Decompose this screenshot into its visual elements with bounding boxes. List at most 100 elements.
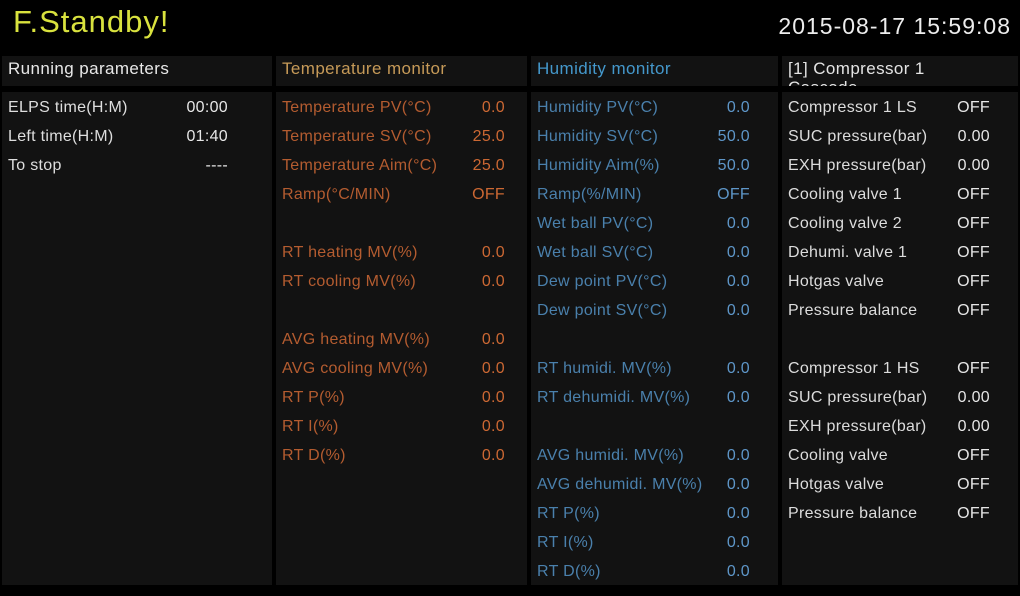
parameter-value: 0.0 xyxy=(726,446,750,464)
parameter-label: Ramp(°C/MIN) xyxy=(282,185,391,203)
parameter-row: Compressor 1 LS OFF xyxy=(782,93,1018,122)
parameter-row: To stop ---- xyxy=(2,151,272,180)
parameter-value: 0.00 xyxy=(957,127,990,145)
parameter-value: 0.0 xyxy=(481,243,505,261)
parameter-label: SUC pressure(bar) xyxy=(788,388,928,406)
parameter-value: 0.0 xyxy=(726,301,750,319)
parameter-label: Temperature Aim(°C) xyxy=(282,156,438,174)
parameter-label: Humidity PV(°C) xyxy=(537,98,659,116)
parameter-row: RT P(%) 0.0 xyxy=(531,499,778,528)
parameter-label: Humidity Aim(%) xyxy=(537,156,660,174)
parameter-value: 01:40 xyxy=(186,127,228,145)
parameter-label: EXH pressure(bar) xyxy=(788,417,927,435)
parameter-label: Compressor 1 HS xyxy=(788,359,920,377)
parameter-value: 0.0 xyxy=(726,272,750,290)
panel-header-temperature-monitor: Temperature monitor xyxy=(276,56,527,86)
parameter-row: Cooling valve 1 OFF xyxy=(782,180,1018,209)
parameter-label: RT dehumidi. MV(%) xyxy=(537,388,691,406)
parameter-value: 0.0 xyxy=(481,388,505,406)
parameter-value: OFF xyxy=(957,301,990,319)
parameter-row: SUC pressure(bar) 0.00 xyxy=(782,383,1018,412)
parameter-value: 0.0 xyxy=(726,359,750,377)
parameter-value: 0.0 xyxy=(726,475,750,493)
panel-body-temperature-monitor: Temperature PV(°C) 0.0 Temperature SV(°C) 2… xyxy=(276,92,527,585)
panel-title: Temperature monitor xyxy=(282,59,447,78)
parameter-value: 0.0 xyxy=(481,359,505,377)
parameter-row: RT dehumidi. MV(%) 0.0 xyxy=(531,383,778,412)
parameter-label: Temperature SV(°C) xyxy=(282,127,432,145)
panel-temperature-monitor: Temperature monitor Temperature PV(°C) 0.… xyxy=(276,56,527,585)
parameter-label: Temperature PV(°C) xyxy=(282,98,432,116)
parameter-row: Hotgas valve OFF xyxy=(782,470,1018,499)
parameter-row: EXH pressure(bar) 0.00 xyxy=(782,151,1018,180)
parameter-row: Pressure balance OFF xyxy=(782,296,1018,325)
parameter-value: 0.00 xyxy=(957,388,990,406)
parameter-value: 00:00 xyxy=(186,98,228,116)
parameter-label: Left time(H:M) xyxy=(8,127,114,145)
parameter-row: Pressure balance OFF xyxy=(782,499,1018,528)
parameter-value: 0.0 xyxy=(726,504,750,522)
parameter-value: 0.0 xyxy=(726,562,750,580)
panel-title: [1] Compressor 1 Cascade xyxy=(788,59,925,86)
spacer-row xyxy=(531,412,778,441)
parameter-label: Humidity SV(°C) xyxy=(537,127,659,145)
parameter-label: Pressure balance xyxy=(788,301,918,319)
parameter-row: RT P(%) 0.0 xyxy=(276,383,527,412)
spacer-row xyxy=(782,325,1018,354)
parameter-row: EXH pressure(bar) 0.00 xyxy=(782,412,1018,441)
parameter-row: Ramp(°C/MIN) OFF xyxy=(276,180,527,209)
parameter-row: Dehumi. valve 1 OFF xyxy=(782,238,1018,267)
parameter-row: ELPS time(H:M) 00:00 xyxy=(2,93,272,122)
parameter-row: RT D(%) 0.0 xyxy=(276,441,527,470)
parameter-row: Hotgas valve OFF xyxy=(782,267,1018,296)
parameter-value: 0.0 xyxy=(481,272,505,290)
panel-header-compressor-1-cascade: [1] Compressor 1 Cascade xyxy=(782,56,1018,86)
parameter-row: Dew point SV(°C) 0.0 xyxy=(531,296,778,325)
parameter-value: OFF xyxy=(957,272,990,290)
parameter-label: Dehumi. valve 1 xyxy=(788,243,908,261)
parameter-label: Ramp(%/MIN) xyxy=(537,185,642,203)
parameter-label: RT P(%) xyxy=(537,504,600,522)
parameter-label: RT humidi. MV(%) xyxy=(537,359,672,377)
parameter-label: ELPS time(H:M) xyxy=(8,98,128,116)
parameter-label: Compressor 1 LS xyxy=(788,98,917,116)
panel-header-humidity-monitor: Humidity monitor xyxy=(531,56,778,86)
parameter-value: OFF xyxy=(957,504,990,522)
parameter-row: Humidity SV(°C) 50.0 xyxy=(531,122,778,151)
parameter-row: Dew point PV(°C) 0.0 xyxy=(531,267,778,296)
parameter-row: AVG humidi. MV(%) 0.0 xyxy=(531,441,778,470)
parameter-value: OFF xyxy=(472,185,505,203)
parameter-label: AVG dehumidi. MV(%) xyxy=(537,475,703,493)
parameter-label: RT heating MV(%) xyxy=(282,243,418,261)
parameter-label: Hotgas valve xyxy=(788,272,885,290)
status-title: F.Standby! xyxy=(13,4,170,39)
parameter-label: Cooling valve 1 xyxy=(788,185,902,203)
panel-body-humidity-monitor: Humidity PV(°C) 0.0 Humidity SV(°C) 50.0 Hum… xyxy=(531,92,778,585)
parameter-label: RT D(%) xyxy=(537,562,601,580)
parameter-value: 0.0 xyxy=(481,98,505,116)
panel-running-parameters: Running parameters ELPS time(H:M) 00:00 Le… xyxy=(2,56,272,585)
parameter-row: RT I(%) 0.0 xyxy=(276,412,527,441)
parameter-label: RT I(%) xyxy=(537,533,594,551)
parameter-label: RT I(%) xyxy=(282,417,339,435)
parameter-value: ---- xyxy=(205,156,228,174)
parameter-value: OFF xyxy=(957,475,990,493)
parameter-row: Temperature PV(°C) 0.0 xyxy=(276,93,527,122)
panels-container: Running parameters ELPS time(H:M) 00:00 Le… xyxy=(2,56,1018,585)
parameter-value: OFF xyxy=(957,243,990,261)
parameter-row: RT D(%) 0.0 xyxy=(531,557,778,586)
parameter-row: AVG dehumidi. MV(%) 0.0 xyxy=(531,470,778,499)
panel-body-running-parameters: ELPS time(H:M) 00:00 Left time(H:M) 01:40 To… xyxy=(2,92,272,585)
parameter-label: RT cooling MV(%) xyxy=(282,272,417,290)
parameter-label: Cooling valve xyxy=(788,446,888,464)
parameter-label: RT P(%) xyxy=(282,388,345,406)
parameter-value: OFF xyxy=(717,185,750,203)
parameter-value: OFF xyxy=(957,446,990,464)
parameter-row: Wet ball SV(°C) 0.0 xyxy=(531,238,778,267)
parameter-row: RT heating MV(%) 0.0 xyxy=(276,238,527,267)
panel-body-compressor-1-cascade: Compressor 1 LS OFF SUC pressure(bar) 0.00 E… xyxy=(782,92,1018,585)
parameter-value: 50.0 xyxy=(717,127,750,145)
parameter-label: To stop xyxy=(8,156,62,174)
panel-title: Humidity monitor xyxy=(537,59,671,78)
parameter-value: 0.00 xyxy=(957,156,990,174)
